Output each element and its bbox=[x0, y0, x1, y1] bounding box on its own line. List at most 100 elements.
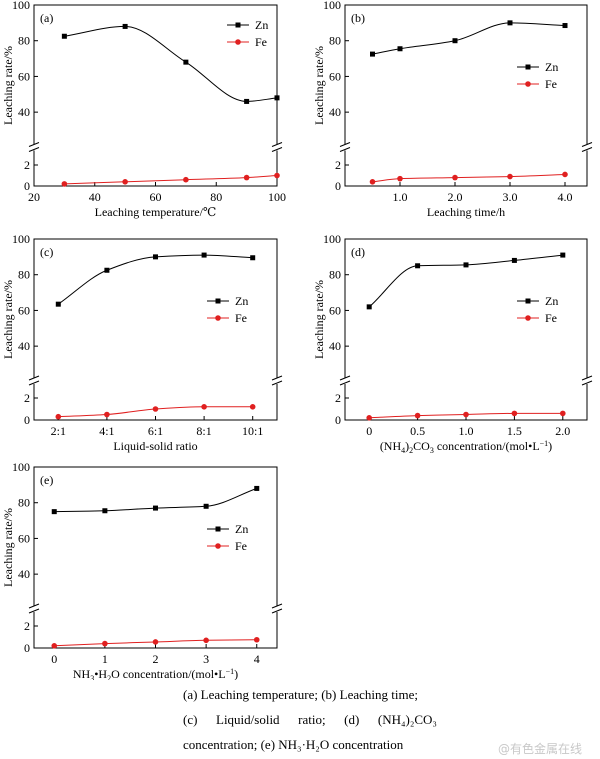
data-point-fe bbox=[369, 179, 376, 185]
y-tick-label: 40 bbox=[329, 339, 341, 353]
data-point-zn bbox=[244, 98, 250, 104]
x-axis-title-part: 3 bbox=[90, 674, 94, 680]
legend-label: Zn bbox=[545, 60, 558, 74]
axis-break-mark bbox=[271, 608, 283, 614]
axis-break-mark bbox=[339, 142, 351, 147]
legend-entry: Fe bbox=[207, 311, 247, 325]
legend-entry: Fe bbox=[517, 311, 557, 325]
data-point-zn bbox=[415, 263, 421, 269]
axis-break-mark bbox=[28, 608, 40, 614]
data-point-zn bbox=[562, 23, 568, 29]
y-tick-label: 2 bbox=[335, 158, 341, 172]
series-line-zn bbox=[64, 25, 278, 102]
x-tick-label: 0 bbox=[366, 424, 372, 438]
y-tick-label: 40 bbox=[18, 105, 30, 119]
legend-label: Fe bbox=[235, 539, 247, 553]
panel-label: (d) bbox=[351, 245, 365, 259]
x-axis-title-part: −1 bbox=[540, 439, 549, 448]
plot-frame bbox=[344, 4, 588, 187]
caption-word: Liquid/solid bbox=[216, 712, 280, 727]
legend-swatch-marker bbox=[215, 315, 221, 321]
axis-break-mark bbox=[271, 603, 283, 609]
y-tick-label: 80 bbox=[18, 496, 30, 510]
data-point-zn bbox=[507, 20, 513, 26]
data-point-zn bbox=[511, 257, 517, 263]
data-point-fe bbox=[249, 404, 256, 410]
legend-entry: Fe bbox=[207, 539, 247, 553]
data-point-fe bbox=[560, 410, 566, 417]
x-tick-label: 1.0 bbox=[459, 424, 474, 438]
legend-swatch-marker bbox=[215, 298, 221, 304]
legend-swatch-marker bbox=[525, 315, 531, 321]
x-axis-title-part: (NH bbox=[380, 439, 402, 453]
axis-break-mark bbox=[28, 603, 40, 609]
axis-break-mark bbox=[271, 380, 283, 386]
x-tick-label: 3 bbox=[203, 652, 209, 666]
y-tick-label: 0 bbox=[335, 179, 341, 193]
x-axis-title-part: CO bbox=[413, 439, 430, 453]
axis-break-mark bbox=[28, 380, 40, 386]
legend-swatch-marker bbox=[215, 526, 221, 532]
caption-line-3: concentration; (e) NH₃·H₂O concentration bbox=[183, 737, 404, 752]
panel-label: (e) bbox=[40, 473, 53, 487]
x-axis-title: (NH4​)2​CO3​ concentration/(mol•L−1​) bbox=[380, 439, 552, 455]
axis-break-gap bbox=[272, 144, 282, 151]
x-tick-label: 40 bbox=[89, 190, 101, 204]
data-point-fe bbox=[104, 411, 110, 418]
x-tick-label: 4:1 bbox=[99, 424, 114, 438]
y-tick-label: 60 bbox=[18, 303, 30, 317]
x-tick-label: 3.0 bbox=[503, 190, 518, 204]
data-point-fe bbox=[152, 639, 159, 645]
y-tick-label: 60 bbox=[329, 303, 341, 317]
axis-break-gap bbox=[272, 378, 282, 384]
x-axis-title-part: ) bbox=[405, 439, 409, 453]
chart-panel: 0 0.5 1.0 1.5 2.0 40 60 80 100 0 2 (d) Leaching rate… bbox=[312, 232, 593, 455]
data-point-zn bbox=[370, 51, 375, 57]
y-axis-title: Leaching rate/% bbox=[312, 46, 326, 125]
data-point-zn bbox=[201, 252, 207, 258]
legend-entry: Zn bbox=[517, 60, 558, 74]
legend-label: Zn bbox=[235, 294, 248, 308]
data-point-fe bbox=[414, 412, 421, 419]
axis-break-mark bbox=[271, 375, 283, 381]
legend-entry: Zn bbox=[227, 18, 268, 32]
chart-panel: 1.0 2.0 3.0 4.0 40 60 80 100 0 2 (b) Leaching rate/… bbox=[312, 0, 593, 219]
x-tick-label: 2.0 bbox=[448, 190, 463, 204]
axis-break-gap bbox=[340, 144, 350, 151]
y-axis-title: Leaching rate/% bbox=[312, 280, 326, 359]
data-point-zn bbox=[153, 254, 158, 260]
caption-word: (d) bbox=[344, 712, 360, 727]
x-axis-title-part: 3 bbox=[430, 446, 434, 455]
y-tick-label: 2 bbox=[335, 391, 341, 405]
data-point-zn bbox=[61, 33, 67, 39]
legend-label: Zn bbox=[545, 294, 558, 308]
panel-label: (a) bbox=[40, 11, 53, 25]
x-tick-label: 20 bbox=[28, 190, 40, 204]
data-point-zn bbox=[122, 23, 128, 29]
data-point-zn bbox=[463, 262, 469, 268]
x-tick-label: 4 bbox=[254, 652, 260, 666]
data-point-fe bbox=[511, 410, 518, 417]
axis-break-gap bbox=[272, 606, 282, 612]
y-tick-label: 100 bbox=[12, 232, 30, 246]
data-point-zn bbox=[452, 38, 458, 44]
axis-break-gap bbox=[29, 144, 39, 151]
data-point-fe bbox=[203, 637, 209, 644]
data-point-zn bbox=[183, 59, 189, 65]
x-axis-title-part: ) bbox=[548, 439, 552, 453]
x-tick-label: 0 bbox=[51, 652, 57, 666]
x-tick-label: 80 bbox=[210, 190, 222, 204]
legend-swatch-marker bbox=[525, 298, 531, 304]
legend-swatch-marker bbox=[525, 64, 531, 70]
plot-frame bbox=[33, 4, 278, 187]
y-tick-label: 40 bbox=[18, 567, 30, 581]
axis-break-mark bbox=[581, 147, 593, 152]
x-axis-title-part: NH bbox=[73, 667, 91, 680]
x-tick-label: 1 bbox=[102, 652, 108, 666]
chart-panel: 20 40 60 80 100 40 60 80 100 0 2 (a) Leaching rate/%… bbox=[1, 0, 286, 219]
x-tick-label: 60 bbox=[150, 190, 162, 204]
data-point-zn bbox=[250, 255, 256, 261]
x-axis-title: NH3​•H2​O concentration/(mol•L−1​) bbox=[73, 667, 238, 680]
y-tick-label: 100 bbox=[323, 232, 341, 246]
